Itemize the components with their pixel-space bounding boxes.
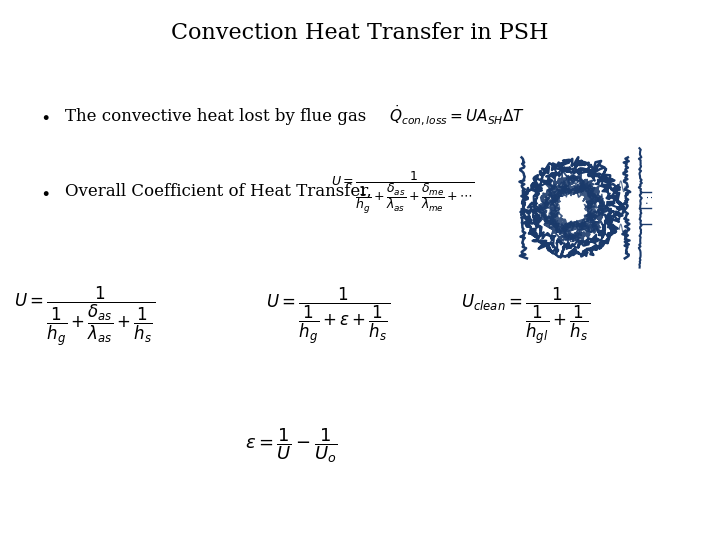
Text: $\cdot$: $\cdot$ — [644, 198, 648, 207]
Text: $\dot{Q}_{con,loss} = UA_{SH}\Delta T$: $\dot{Q}_{con,loss} = UA_{SH}\Delta T$ — [389, 104, 525, 128]
Text: $U = \dfrac{1}{\dfrac{1}{h_g} + \dfrac{\delta_{as}}{\lambda_{as}} + \dfrac{\delt: $U = \dfrac{1}{\dfrac{1}{h_g} + \dfrac{\… — [331, 168, 474, 215]
Text: $\varepsilon = \dfrac{1}{U} - \dfrac{1}{U_o}$: $\varepsilon = \dfrac{1}{U} - \dfrac{1}{… — [245, 426, 338, 465]
Text: $\bullet$: $\bullet$ — [40, 183, 49, 201]
Text: $U_{clean} = \dfrac{1}{\dfrac{1}{h_{gl}} + \dfrac{1}{h_s}}$: $U_{clean} = \dfrac{1}{\dfrac{1}{h_{gl}}… — [461, 286, 590, 346]
Text: The convective heat lost by flue gas: The convective heat lost by flue gas — [65, 107, 366, 125]
Text: $\bullet$: $\bullet$ — [40, 107, 49, 125]
Text: Convection Heat Transfer in PSH: Convection Heat Transfer in PSH — [171, 22, 549, 44]
Text: $U = \dfrac{1}{\dfrac{1}{h_g} + \varepsilon + \dfrac{1}{h_s}}$: $U = \dfrac{1}{\dfrac{1}{h_g} + \varepsi… — [266, 286, 390, 346]
Text: $U = \dfrac{1}{\dfrac{1}{h_g} + \dfrac{\delta_{as}}{\lambda_{as}} + \dfrac{1}{h_: $U = \dfrac{1}{\dfrac{1}{h_g} + \dfrac{\… — [14, 284, 156, 348]
Text: $\cdot\cdot$: $\cdot\cdot$ — [645, 192, 654, 202]
Text: Overall Coefficient of Heat Transfer,: Overall Coefficient of Heat Transfer, — [65, 183, 372, 200]
